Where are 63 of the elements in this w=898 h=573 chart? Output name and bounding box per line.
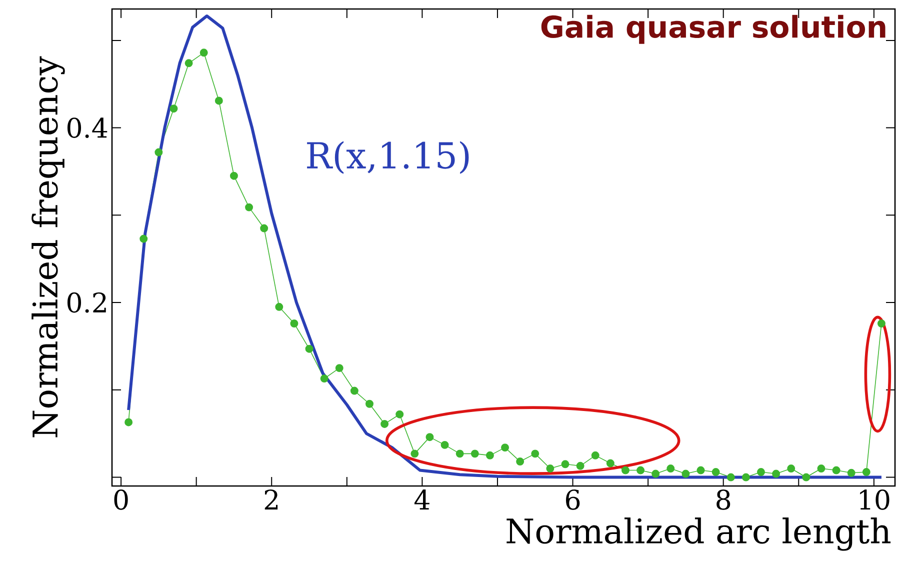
point bbox=[847, 468, 856, 477]
point bbox=[636, 466, 645, 474]
point bbox=[140, 234, 148, 243]
point bbox=[591, 451, 600, 460]
point bbox=[245, 203, 254, 212]
point bbox=[712, 468, 720, 476]
point bbox=[757, 468, 765, 476]
point bbox=[154, 148, 163, 156]
point bbox=[742, 473, 750, 482]
point bbox=[621, 466, 630, 474]
point bbox=[380, 420, 389, 428]
point bbox=[652, 470, 660, 478]
point bbox=[546, 464, 554, 473]
point bbox=[396, 410, 404, 418]
y-axis-title: Normalized frequency bbox=[32, 56, 65, 438]
point bbox=[350, 386, 358, 395]
x-tick-label: 8 bbox=[716, 490, 730, 510]
point bbox=[531, 450, 540, 458]
point bbox=[726, 473, 735, 482]
point bbox=[214, 96, 223, 105]
y-tick-label: 0.4 bbox=[67, 118, 108, 138]
x-axis-title: Normalized arc length bbox=[506, 518, 891, 551]
point bbox=[200, 48, 208, 57]
point bbox=[862, 468, 870, 476]
point bbox=[817, 464, 826, 473]
point bbox=[470, 450, 479, 458]
point bbox=[802, 473, 810, 482]
x-tick-label: 2 bbox=[264, 490, 278, 510]
x-tick-label: 6 bbox=[566, 490, 580, 510]
series-label: R(x,1.15) bbox=[307, 141, 469, 174]
point bbox=[320, 374, 328, 383]
point bbox=[696, 466, 705, 474]
point bbox=[501, 444, 509, 452]
point bbox=[561, 460, 570, 468]
point bbox=[666, 464, 675, 473]
point bbox=[335, 364, 344, 372]
point bbox=[170, 104, 178, 113]
point bbox=[787, 464, 796, 473]
x-tick-label: 0 bbox=[114, 490, 128, 510]
point bbox=[124, 418, 133, 426]
point bbox=[260, 224, 268, 232]
point bbox=[576, 462, 584, 470]
point bbox=[410, 450, 419, 458]
x-tick-label: 10 bbox=[860, 490, 890, 510]
point bbox=[832, 466, 840, 474]
point bbox=[305, 344, 314, 353]
point bbox=[426, 433, 434, 442]
point bbox=[184, 59, 193, 68]
point bbox=[366, 400, 374, 408]
y-tick-label: 0.2 bbox=[67, 292, 106, 313]
point bbox=[486, 451, 494, 460]
point bbox=[456, 450, 464, 458]
point bbox=[516, 458, 524, 466]
point bbox=[275, 302, 284, 311]
point bbox=[877, 320, 886, 328]
point bbox=[682, 470, 690, 478]
point bbox=[440, 440, 449, 449]
point bbox=[230, 172, 238, 180]
x-tick-label: 4 bbox=[414, 490, 430, 510]
chart-title: Gaia quasar solution bbox=[541, 14, 886, 44]
point bbox=[290, 320, 298, 328]
point bbox=[772, 470, 780, 478]
point bbox=[606, 459, 614, 468]
